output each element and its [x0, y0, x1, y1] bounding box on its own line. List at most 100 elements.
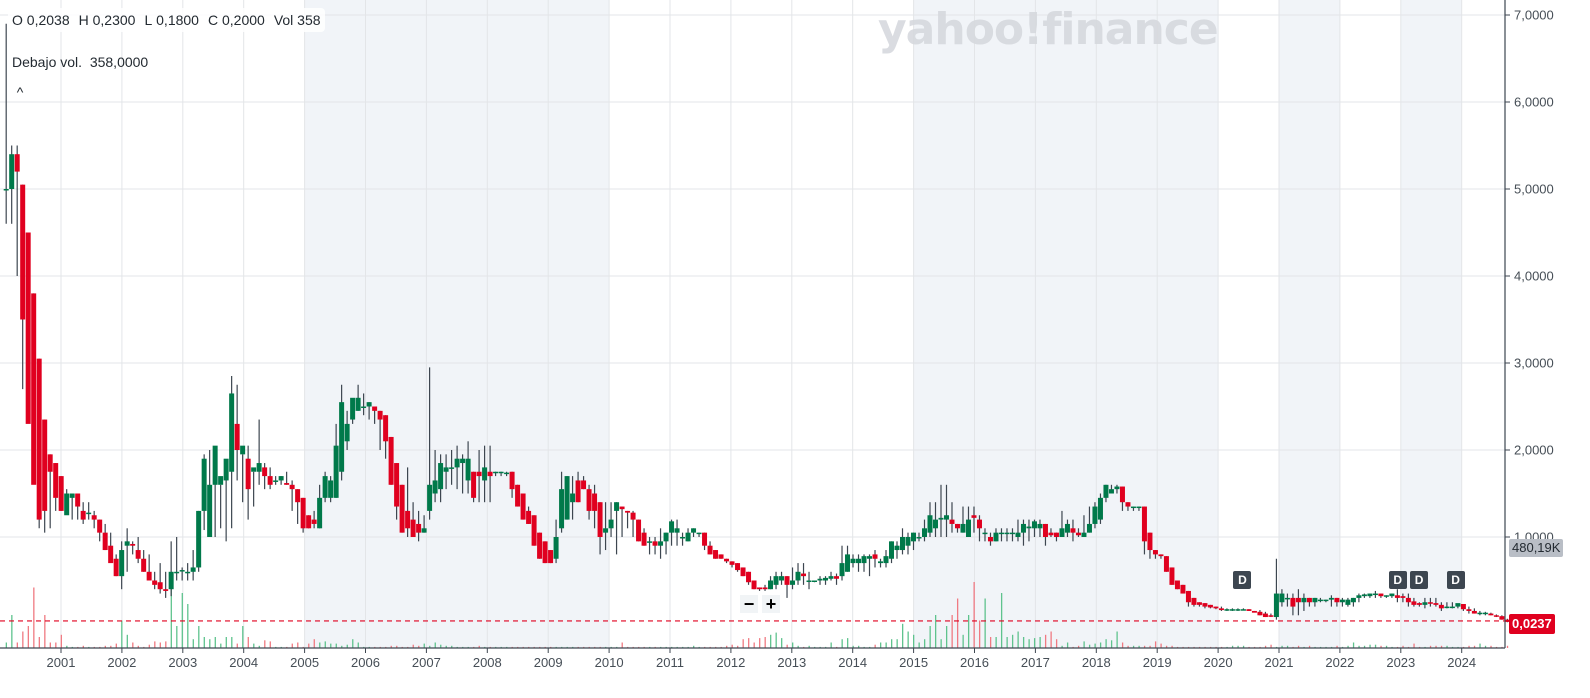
volume-bar [148, 644, 150, 648]
candle-body [993, 532, 999, 542]
candle-body [1306, 597, 1312, 603]
candle-body [1488, 613, 1494, 616]
volume-bar [967, 615, 970, 648]
candle-body [1191, 597, 1197, 605]
volume-bar [346, 644, 348, 648]
volume-bar [209, 639, 211, 648]
volume-bar [1473, 645, 1476, 648]
candle-body [1053, 532, 1059, 537]
open-label: O [12, 12, 23, 28]
candle-body [965, 519, 971, 537]
dividend-marker[interactable]: D [1388, 571, 1407, 589]
under-volume-label: Debajo vol. [12, 54, 83, 70]
low-value: 0,1800 [156, 12, 199, 28]
volume-bar [1506, 645, 1509, 648]
candle-body [410, 519, 416, 537]
volume-bar [1050, 631, 1052, 648]
candle-body [284, 483, 290, 485]
dividend-marker[interactable]: D [1446, 571, 1465, 589]
candle-body [773, 576, 779, 585]
volume-bar [973, 582, 975, 648]
candle-body [856, 558, 862, 564]
volume-bar [841, 639, 843, 648]
volume-bar [1380, 645, 1382, 648]
candle-body [218, 476, 224, 485]
x-tick-label: 2021 [1264, 655, 1294, 670]
under-volume-legend: Debajo vol. 358,0000 [12, 54, 148, 70]
dividend-marker[interactable]: D [1410, 571, 1429, 589]
volume-bar [945, 626, 948, 648]
candle-body [559, 489, 565, 529]
x-tick-label: 2012 [716, 655, 746, 670]
collapse-legend-icon[interactable]: ^ [16, 84, 24, 100]
x-tick-label: 2006 [351, 655, 380, 670]
volume-bar [1077, 645, 1080, 648]
candle-body [779, 576, 785, 581]
volume-bar [236, 643, 238, 648]
x-tick-label: 2015 [899, 655, 929, 670]
volume-bar [445, 645, 447, 648]
volume-bar [159, 642, 161, 648]
volume-bar [126, 634, 128, 648]
candle-body [1009, 532, 1015, 535]
open-value: 0,2038 [26, 12, 70, 28]
volume-bar [929, 626, 931, 648]
volume-bar [742, 639, 744, 648]
candle-body [1108, 489, 1114, 494]
x-tick-label: 2013 [777, 655, 807, 670]
x-tick-label: 2022 [1325, 655, 1355, 670]
x-tick-label: 2019 [1142, 655, 1172, 670]
candle-body [987, 537, 993, 542]
candle-body [454, 458, 460, 468]
x-tick-label: 2018 [1081, 655, 1111, 670]
candle-body [1317, 599, 1323, 602]
candle-body [1213, 606, 1219, 609]
candle-body [443, 467, 449, 472]
current-volume-badge: 480,19K [1509, 539, 1564, 557]
candle-body [641, 532, 647, 546]
candle-body [432, 480, 438, 494]
candle-body [801, 573, 807, 577]
volume-bar [330, 643, 332, 648]
x-tick-label: 2003 [168, 655, 198, 670]
volume-bar [429, 645, 431, 648]
zoom-in-button[interactable]: + [762, 595, 780, 613]
y-tick-label: 5,0000 [1514, 181, 1554, 197]
volume-bar [324, 641, 326, 648]
dividend-marker[interactable]: D [1233, 571, 1252, 589]
candle-body [1218, 608, 1224, 611]
candle-body [1257, 611, 1263, 616]
zoom-out-button[interactable]: − [740, 595, 758, 613]
candle-body [1482, 612, 1488, 615]
candle-body [465, 458, 471, 481]
candle-body [163, 589, 169, 591]
volume-bar [1402, 645, 1404, 648]
candle-body [625, 510, 631, 513]
volume-bar [1171, 645, 1173, 648]
volume-bar [1490, 645, 1492, 648]
candle-body [372, 406, 378, 411]
candle-body [971, 515, 977, 518]
volume-bar [775, 632, 777, 648]
candle-body [322, 476, 328, 498]
volume-bar [951, 615, 953, 648]
candle-body [460, 458, 466, 464]
volume-bar [792, 642, 794, 648]
volume-bar [1061, 645, 1063, 648]
candle-body [905, 537, 911, 546]
candle-body [768, 580, 774, 590]
volume-bar [1094, 643, 1096, 648]
volume-bar [1033, 638, 1036, 648]
candle-body [1455, 603, 1461, 607]
y-tick-label: 3,0000 [1514, 355, 1554, 371]
volume-bar [247, 637, 249, 648]
volume-bar [1413, 643, 1415, 648]
candle-body [1449, 606, 1455, 609]
volume-bar [764, 637, 766, 648]
volume-bar [203, 637, 205, 648]
volume-bar [1281, 645, 1283, 648]
volume-bar [1160, 643, 1162, 648]
candle-body [36, 358, 42, 520]
